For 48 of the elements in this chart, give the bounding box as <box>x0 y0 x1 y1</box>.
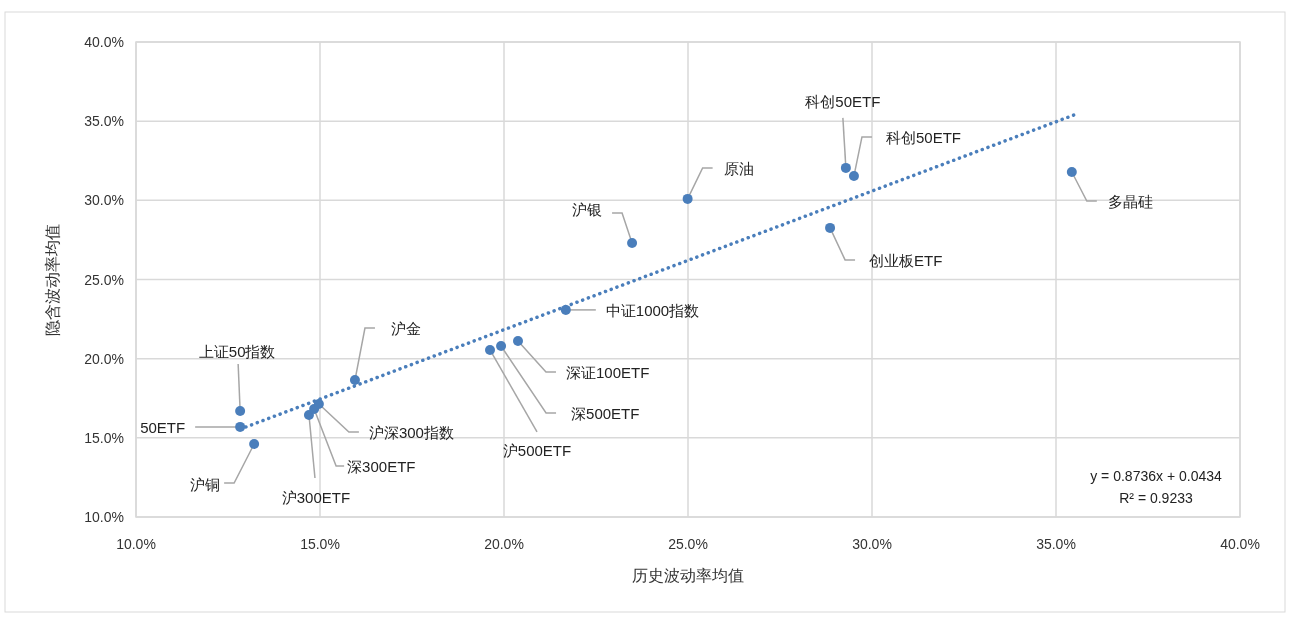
x-tick-label: 10.0% <box>116 536 156 552</box>
point <box>496 341 507 351</box>
y-tick-label: 35.0% <box>84 113 124 130</box>
annotation: 沪铜 <box>190 476 221 494</box>
point <box>313 398 324 409</box>
annotation: y = 0.8736x + 0.0434 <box>1090 468 1222 484</box>
annotation: 沪500ETF <box>502 441 572 459</box>
annotation: 科创50ETF <box>885 128 961 146</box>
y-axis-title: 隐含波动率均值 <box>44 223 61 336</box>
y-tick-label: 15.0% <box>84 429 124 446</box>
annotation: 50ETF <box>140 418 186 436</box>
annotation: 沪深300指数 <box>368 423 454 441</box>
point <box>848 170 859 181</box>
point <box>485 344 496 355</box>
x-tick-label: 35.0% <box>1036 536 1076 552</box>
y-tick-label: 10.0% <box>84 509 124 525</box>
x-tick-label: 20.0% <box>484 536 524 552</box>
x-tick-label: 15.0% <box>300 536 340 552</box>
annotation: 创业板ETF <box>869 251 943 269</box>
annotation: 深500ETF <box>571 405 640 422</box>
y-tick-label: 30.0% <box>84 192 124 209</box>
point <box>235 405 246 416</box>
point <box>627 237 638 248</box>
x-tick-label: 25.0% <box>668 536 708 552</box>
annotation: 沪300ETF <box>281 489 351 507</box>
annotation: 多晶硅 <box>1107 192 1153 210</box>
x-tick-label: 30.0% <box>852 536 892 552</box>
y-tick-label: 40.0% <box>84 34 124 50</box>
x-tick-label: 40.0% <box>1220 536 1260 552</box>
annotation: 沪金 <box>390 320 421 338</box>
annotation: 原油 <box>723 159 754 177</box>
annotation: 沪银 <box>572 200 603 218</box>
point <box>249 439 260 450</box>
point <box>825 222 836 233</box>
y-tick-label: 25.0% <box>84 271 124 288</box>
annotation: 上证50指数 <box>198 342 276 360</box>
point <box>1066 166 1077 177</box>
x-axis-title: 历史波动率均值 <box>632 567 744 584</box>
annotation: 中证1000指数 <box>605 301 700 319</box>
point <box>682 193 693 204</box>
point <box>349 375 360 386</box>
point <box>560 304 571 315</box>
point <box>840 162 851 173</box>
y-tick-label: 20.0% <box>84 350 124 367</box>
point <box>235 421 246 432</box>
point <box>512 335 523 346</box>
annotation: R² = 0.9233 <box>1119 490 1193 506</box>
annotation: 科创50ETF <box>805 92 881 110</box>
